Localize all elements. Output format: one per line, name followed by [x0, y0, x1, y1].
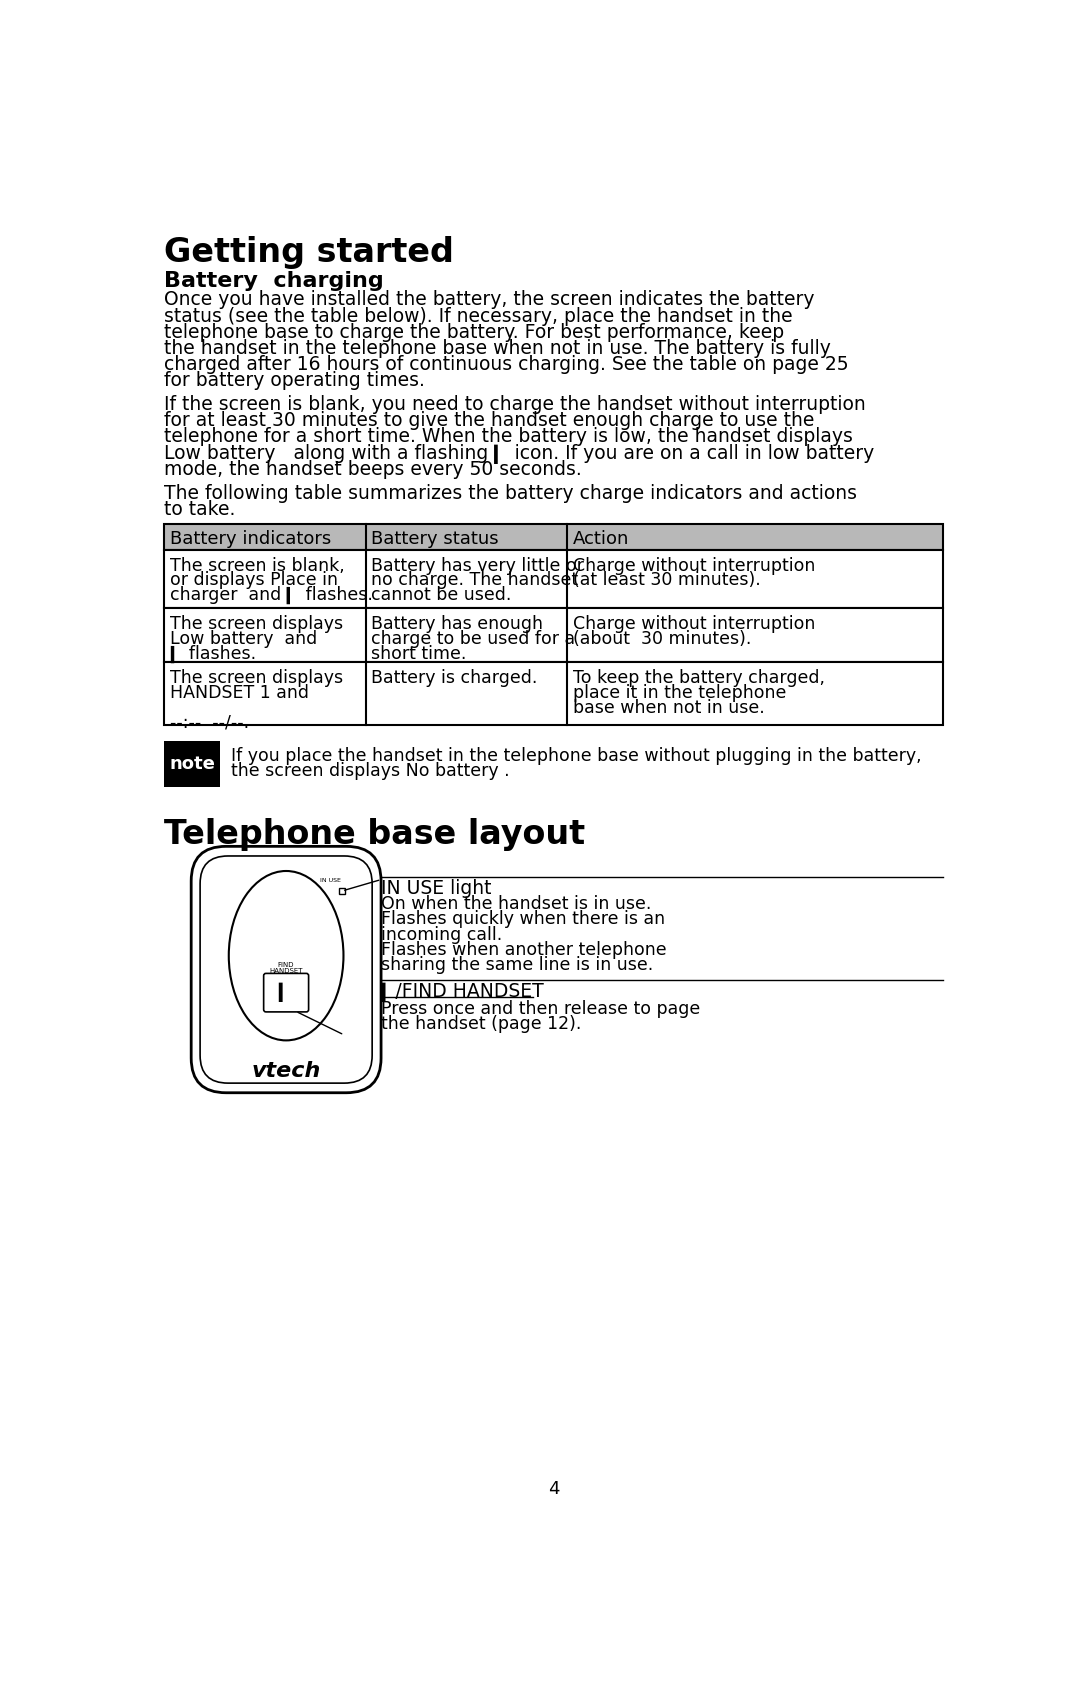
Text: The following table summarizes the battery charge indicators and actions: The following table summarizes the batte…: [164, 483, 858, 503]
Text: Flashes when another telephone: Flashes when another telephone: [381, 941, 667, 959]
Text: Low battery  and: Low battery and: [170, 631, 318, 647]
Text: or displays Place in: or displays Place in: [170, 571, 338, 590]
Text: 4: 4: [548, 1480, 559, 1498]
Text: vtech: vtech: [252, 1061, 321, 1081]
Text: telephone for a short time. When the battery is low, the handset displays: telephone for a short time. When the bat…: [164, 427, 853, 446]
Text: Battery status: Battery status: [372, 531, 499, 547]
Text: Battery has very little or: Battery has very little or: [372, 558, 584, 575]
Bar: [164, 741, 220, 786]
Text: Charge without interruption: Charge without interruption: [572, 615, 815, 634]
Text: Battery has enough: Battery has enough: [372, 615, 543, 634]
Bar: [164, 549, 943, 609]
Text: the handset (page 12).: the handset (page 12).: [381, 1015, 582, 1032]
Text: mode, the handset beeps every 50 seconds.: mode, the handset beeps every 50 seconds…: [164, 459, 582, 478]
Text: (at least 30 minutes).: (at least 30 minutes).: [572, 571, 760, 590]
Text: The screen displays: The screen displays: [170, 670, 343, 686]
Text: for at least 30 minutes to give the handset enough charge to use the: for at least 30 minutes to give the hand…: [164, 412, 814, 431]
Text: Getting started: Getting started: [164, 236, 455, 270]
Text: The screen is blank,: The screen is blank,: [170, 558, 345, 575]
Text: Battery is charged.: Battery is charged.: [372, 670, 538, 686]
Text: cannot be used.: cannot be used.: [372, 586, 512, 603]
Text: --:--  --/--.: --:-- --/--.: [170, 714, 249, 731]
Text: Flashes quickly when there is an: Flashes quickly when there is an: [381, 910, 665, 929]
Bar: [164, 524, 943, 549]
Text: To keep the battery charged,: To keep the battery charged,: [572, 670, 825, 686]
Text: incoming call.: incoming call.: [381, 925, 502, 944]
Text: sharing the same line is in use.: sharing the same line is in use.: [381, 956, 653, 975]
Text: telephone base to charge the battery. For best performance, keep: telephone base to charge the battery. Fo…: [164, 322, 784, 342]
Text: Action: Action: [572, 531, 630, 547]
Text: for battery operating times.: for battery operating times.: [164, 371, 426, 390]
Ellipse shape: [229, 871, 343, 1041]
FancyBboxPatch shape: [191, 846, 381, 1093]
Text: IN USE: IN USE: [320, 878, 340, 883]
Text: Charge without interruption: Charge without interruption: [572, 558, 815, 575]
Text: place it in the telephone: place it in the telephone: [572, 683, 786, 702]
FancyBboxPatch shape: [264, 973, 309, 1012]
Text: charger  and ▎ flashes.: charger and ▎ flashes.: [170, 586, 373, 605]
Text: Battery indicators: Battery indicators: [170, 531, 332, 547]
Text: ▎ flashes.: ▎ flashes.: [170, 644, 256, 663]
Text: base when not in use.: base when not in use.: [572, 698, 765, 717]
Text: (about  30 minutes).: (about 30 minutes).: [572, 631, 752, 647]
Text: FIND
HANDSET: FIND HANDSET: [269, 961, 302, 975]
Text: HANDSET 1 and: HANDSET 1 and: [170, 683, 309, 702]
Text: short time.: short time.: [372, 644, 467, 663]
Text: Low battery   along with a flashing ▎ icon. If you are on a call in low battery: Low battery along with a flashing ▎ icon…: [164, 444, 875, 464]
Text: Telephone base layout: Telephone base layout: [164, 819, 585, 851]
Bar: [164, 609, 943, 663]
Text: note: note: [170, 754, 215, 773]
Text: Battery  charging: Battery charging: [164, 271, 384, 292]
Text: If you place the handset in the telephone base without plugging in the battery,: If you place the handset in the telephon…: [231, 747, 921, 764]
Text: status (see the table below). If necessary, place the handset in the: status (see the table below). If necessa…: [164, 307, 793, 325]
Text: On when the handset is in use.: On when the handset is in use.: [381, 895, 652, 914]
Text: the handset in the telephone base when not in use. The battery is fully: the handset in the telephone base when n…: [164, 339, 832, 358]
Text: to take.: to take.: [164, 500, 235, 519]
Text: Press once and then release to page: Press once and then release to page: [381, 1000, 701, 1017]
Text: charged after 16 hours of continuous charging. See the table on page 25: charged after 16 hours of continuous cha…: [164, 354, 849, 375]
Text: If the screen is blank, you need to charge the handset without interruption: If the screen is blank, you need to char…: [164, 395, 866, 414]
Text: no charge. The handset: no charge. The handset: [372, 571, 579, 590]
Text: charge to be used for a: charge to be used for a: [372, 631, 576, 647]
FancyBboxPatch shape: [200, 856, 373, 1083]
Text: ▎: ▎: [279, 983, 294, 1002]
Bar: [164, 663, 943, 725]
Text: The screen displays: The screen displays: [170, 615, 343, 634]
Text: IN USE light: IN USE light: [381, 880, 492, 898]
Text: the screen displays No battery .: the screen displays No battery .: [231, 763, 510, 780]
Text: Once you have installed the battery, the screen indicates the battery: Once you have installed the battery, the…: [164, 290, 815, 310]
Text: ▎/FIND HANDSET: ▎/FIND HANDSET: [381, 983, 544, 1002]
